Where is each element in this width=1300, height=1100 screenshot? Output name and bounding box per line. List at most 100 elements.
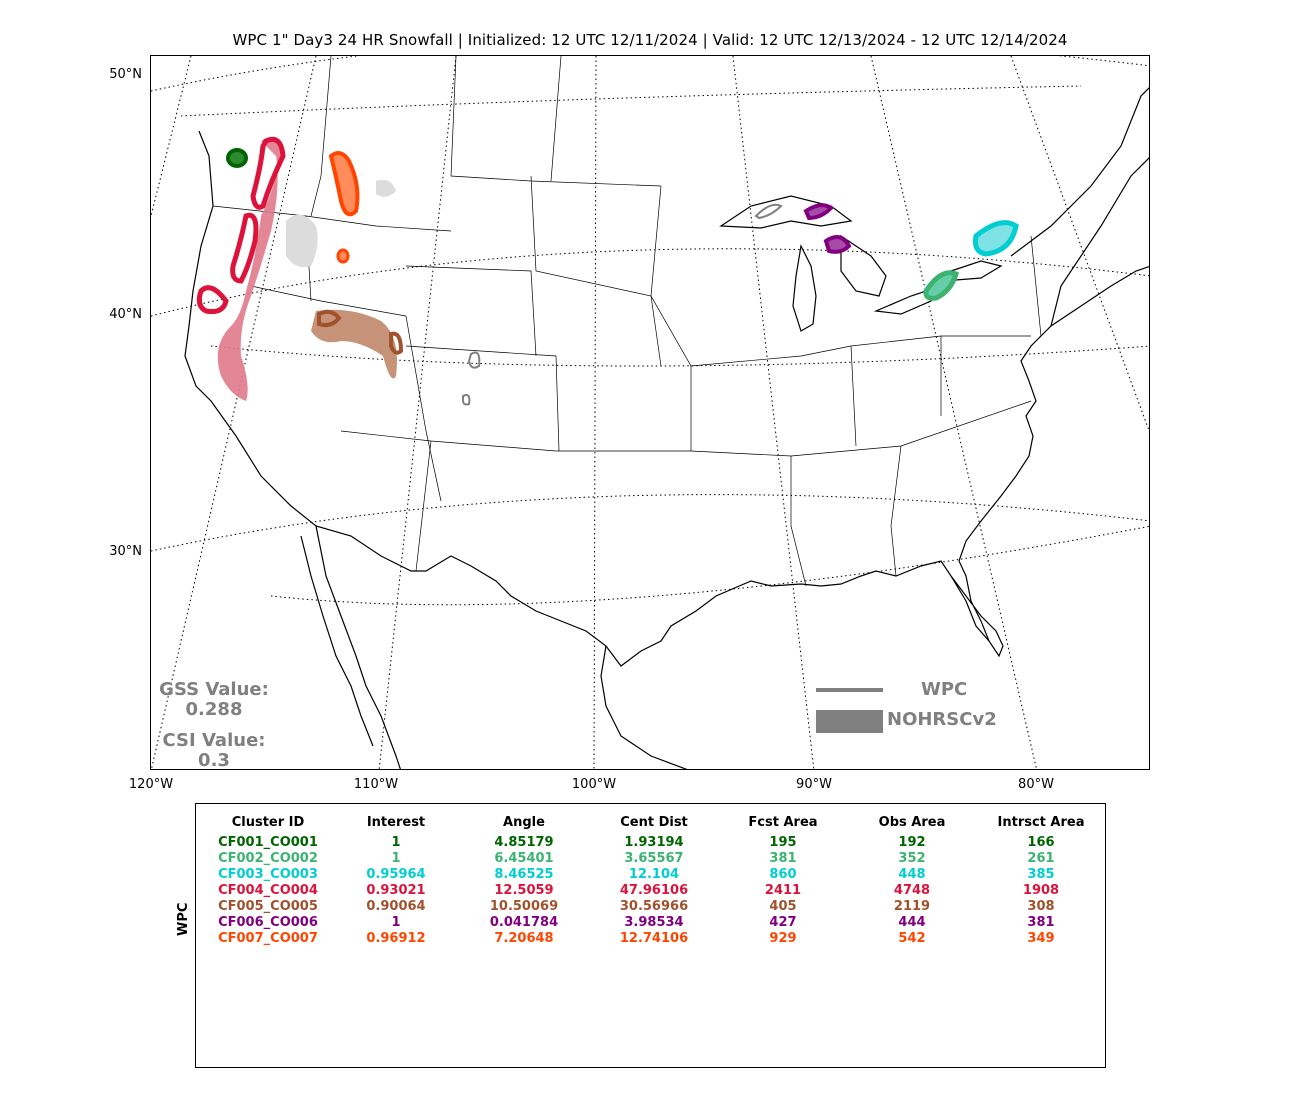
table-cell-r5-c2: 0.041784	[489, 915, 559, 930]
table-cell-r5-c3: 3.98534	[624, 915, 684, 930]
figure-title: WPC 1" Day3 24 HR Snowfall | Initialized…	[232, 31, 1068, 49]
csi-label: CSI Value:	[162, 730, 266, 751]
table-cell-r5-c6: 381	[1027, 915, 1055, 930]
border-south	[556, 400, 1032, 457]
lake-michigan	[792, 244, 817, 332]
border-nm-az	[415, 440, 432, 572]
cluster-cf004-fcst-3	[196, 285, 229, 314]
table-cell-r2-c6: 385	[1027, 867, 1055, 882]
ne-coast	[1050, 157, 1149, 327]
table-cell-r6-c1: 0.96912	[366, 931, 426, 946]
cluster-cf001	[226, 148, 248, 168]
table-ylabel: WPC	[176, 902, 191, 936]
table-cell-r1-c1: 1	[391, 851, 401, 866]
table-cell-r3-c5: 4748	[893, 883, 931, 898]
table-header-0: Cluster ID	[231, 815, 305, 830]
lat-line-45	[180, 85, 1082, 117]
table-header-2: Angle	[503, 815, 545, 830]
table-cell-r5-c0: CF006_CO006	[218, 915, 318, 930]
border-in-oh	[850, 345, 857, 447]
table-header-1: Interest	[366, 815, 426, 830]
table-cell-r0-c1: 1	[391, 835, 401, 850]
table-cell-r5-c5: 444	[898, 915, 926, 930]
table-cell-r3-c3: 47.96106	[619, 883, 689, 898]
cluster-cf007-a	[328, 150, 360, 217]
us-outline	[184, 130, 1149, 667]
border-mn-ia	[650, 185, 692, 451]
lat-line-30	[151, 494, 1149, 552]
mexico-coast	[315, 525, 401, 769]
legend-nohrsc-label: NOHRSCv2	[887, 709, 997, 730]
table-cell-r6-c4: 929	[769, 931, 797, 946]
table-cell-r0-c3: 1.93194	[624, 835, 684, 850]
baja	[300, 535, 374, 747]
border-wy	[405, 265, 537, 357]
table-cell-r3-c2: 12.5059	[494, 883, 554, 898]
border-mid	[690, 335, 1031, 367]
table-cell-r5-c4: 427	[769, 915, 797, 930]
table-header-4: Fcst Area	[748, 815, 818, 830]
table-header-3: Cent Dist	[620, 815, 688, 830]
state-borders	[212, 56, 1042, 587]
table-header-6: Intrsct Area	[997, 815, 1085, 830]
cluster-cf005-fcst-2	[389, 331, 404, 355]
lon-line-80	[870, 56, 1038, 769]
table-cell-r1-c4: 381	[769, 851, 797, 866]
border-co	[405, 345, 560, 452]
lon-line-100	[593, 56, 597, 769]
table-cell-r3-c6: 1908	[1022, 883, 1060, 898]
table-header-5: Obs Area	[878, 815, 946, 830]
table-cell-r6-c2: 7.20648	[494, 931, 554, 946]
table-cell-r1-c0: CF002_CO002	[218, 851, 318, 866]
border-ny-ne	[1030, 235, 1042, 337]
cluster-cf004-obs	[217, 137, 281, 401]
lat-line-50	[151, 56, 1149, 92]
lon-label-120: 120°W	[128, 777, 174, 792]
table-cell-r6-c6: 349	[1027, 931, 1055, 946]
lon-label-110: 110°W	[353, 777, 399, 792]
lat-line-25	[270, 525, 1149, 606]
csi-value: 0.3	[198, 750, 230, 771]
gss-label: GSS Value:	[159, 679, 269, 700]
lon-line-90	[732, 56, 815, 769]
table-cell-r3-c0: CF004_CO004	[218, 883, 318, 898]
table-cell-r5-c1: 1	[391, 915, 401, 930]
st-lawrence	[1010, 87, 1149, 257]
table-cell-r2-c2: 8.46525	[494, 867, 554, 882]
map-panel	[150, 55, 1150, 770]
florida	[950, 575, 990, 642]
table-cell-r6-c3: 12.74106	[619, 931, 689, 946]
unmatched-obs	[286, 179, 783, 406]
border-wa-or	[212, 205, 452, 232]
border-dakotas	[530, 175, 662, 367]
lat-line-40	[151, 248, 1149, 317]
graticule	[151, 56, 1149, 769]
legend-patch-nohrsc	[816, 710, 883, 733]
lake-ontario	[950, 260, 1003, 281]
gulf-coast-mexico	[600, 645, 688, 769]
lon-line-120	[151, 56, 317, 769]
table-cell-r3-c1: 0.93021	[366, 883, 426, 898]
table-cell-r4-c6: 308	[1027, 899, 1055, 914]
border-az-nm	[340, 430, 557, 452]
lon-label-100: 100°W	[571, 777, 617, 792]
lake-superior	[719, 195, 853, 229]
table-cell-r1-c2: 6.45401	[494, 851, 554, 866]
map-legend	[816, 688, 883, 733]
table-cell-r2-c5: 448	[898, 867, 926, 882]
lat-label-40: 40°N	[109, 307, 142, 322]
table-cell-r0-c4: 195	[769, 835, 797, 850]
table-cell-r0-c2: 4.85179	[494, 835, 554, 850]
table-cell-r0-c5: 192	[898, 835, 926, 850]
cluster-cf003	[973, 220, 1019, 257]
lon-line-110	[378, 56, 457, 769]
table-cell-r1-c6: 261	[1027, 851, 1055, 866]
lon-label-80: 80°W	[1018, 777, 1054, 792]
legend-wpc-label: WPC	[921, 679, 968, 700]
cluster-cf005-fcst	[317, 309, 342, 328]
table-cell-r2-c4: 860	[769, 867, 797, 882]
stats-table	[195, 803, 1106, 1068]
cluster-shapes	[196, 136, 1019, 401]
lon-line-130	[151, 56, 192, 217]
cluster-cf006-a	[803, 203, 835, 221]
